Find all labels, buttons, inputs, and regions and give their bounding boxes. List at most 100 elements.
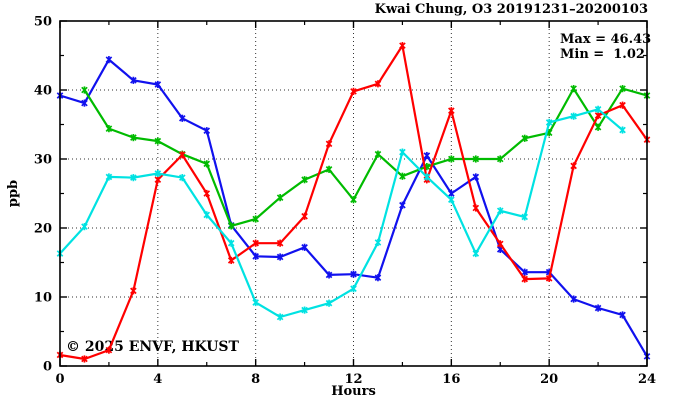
series-green-marker-h22: [594, 123, 602, 131]
series-blue-marker-h2: [105, 56, 113, 64]
series-red-marker-h3: [130, 287, 137, 295]
series-red-marker-h5: [178, 151, 186, 159]
gridlines: [60, 21, 647, 366]
series-cyan-marker-h18: [496, 207, 504, 215]
y-tick-label-30: 30: [34, 153, 52, 168]
series-cyan-marker-h21: [570, 112, 577, 120]
series-cyan-marker-h2: [105, 173, 113, 181]
series-red-marker-h16: [448, 107, 455, 115]
series-red-marker-h13: [374, 80, 382, 88]
series-cyan-marker-h8: [252, 298, 259, 307]
series-cyan-marker-h20: [545, 118, 553, 127]
series-blue-marker-h10: [301, 243, 308, 251]
series-cyan-marker-h10: [301, 306, 308, 314]
series-green-marker-h2: [105, 125, 113, 133]
series-red-marker-h18: [496, 240, 504, 248]
series-green-marker-h9: [276, 194, 284, 202]
series-red-marker-h10: [301, 212, 308, 220]
watermark-text: © 2025 ENVF, HKUST: [66, 339, 240, 355]
series-red-marker-h23: [619, 101, 626, 109]
series-cyan-marker-h23: [619, 126, 626, 134]
series-red-marker-h17: [472, 204, 480, 212]
series-cyan-line: [59, 108, 624, 319]
series-red-marker-h21: [570, 162, 577, 170]
series-cyan-marker-h6: [203, 211, 211, 219]
series-green-marker-h6: [203, 160, 211, 168]
series-blue-marker-h15: [423, 151, 431, 160]
series-green-marker-h11: [325, 165, 333, 173]
series-green-marker-h7: [227, 222, 235, 230]
series-red-marker-h11: [325, 140, 333, 148]
x-tick-label-8: 8: [251, 372, 260, 387]
y-tick-label-10: 10: [34, 291, 52, 306]
y-tick-label-40: 40: [34, 84, 52, 99]
chart-title: Kwai Chung, O3 20191231–20200103: [375, 2, 648, 17]
series-blue-marker-h14: [399, 201, 406, 209]
series-cyan-marker-h7: [227, 239, 235, 247]
series-green-marker-h21: [570, 85, 577, 93]
series-green-marker-h4: [154, 137, 162, 145]
series-blue-marker-h6: [203, 127, 211, 135]
series-green-marker-h13: [374, 150, 382, 158]
min-annotation: Min = 1.02: [560, 47, 645, 62]
x-tick-label-16: 16: [442, 372, 460, 387]
series-blue-marker-h11: [325, 271, 333, 279]
series-red-marker-h12: [350, 87, 357, 95]
series-red-marker-h6: [203, 189, 211, 198]
series-red-marker-h19: [521, 275, 529, 283]
series-green-marker-h18: [496, 155, 504, 163]
series-blue-marker-h3: [130, 76, 137, 84]
series-green-marker-h3: [130, 134, 137, 142]
series-cyan-marker-h19: [521, 213, 529, 221]
series-cyan-marker-h9: [276, 313, 284, 321]
series-blue-marker-h19: [521, 268, 529, 276]
x-tick-label-24: 24: [638, 372, 656, 387]
series-cyan-marker-h12: [350, 285, 357, 293]
x-axis-label: Hours: [331, 384, 376, 399]
series-blue-line: [59, 57, 648, 357]
series-red-marker-h9: [276, 239, 284, 247]
series-cyan-marker-h16: [448, 196, 455, 204]
data-series: [56, 42, 651, 363]
series-blue-marker-h12: [350, 270, 357, 278]
tick-labels: 0 10 20 30 40 50 0 4 8 12 16 20 24: [34, 15, 656, 388]
series-blue-marker-h5: [178, 114, 186, 122]
series-green-marker-h17: [472, 155, 480, 163]
series-blue-marker-h16: [448, 189, 455, 198]
x-tick-label-20: 20: [540, 372, 558, 387]
series-green-line: [83, 86, 648, 228]
series-green-marker-h16: [448, 155, 455, 163]
series-red-marker-h20: [545, 274, 553, 282]
series-cyan-marker-h22: [594, 105, 602, 113]
x-tick-label-4: 4: [153, 372, 162, 387]
series-red-marker-h2: [105, 346, 113, 354]
series-green-marker-h14: [399, 172, 406, 180]
series-red-marker-h8: [252, 239, 259, 247]
series-cyan-marker-h11: [325, 299, 333, 307]
series-cyan-marker-h15: [423, 173, 431, 181]
y-tick-label-50: 50: [34, 15, 52, 30]
series-blue-marker-h9: [276, 253, 284, 261]
series-green-marker-h1: [81, 86, 88, 94]
series-green-marker-h8: [252, 215, 259, 223]
max-annotation: Max = 46.43: [560, 32, 651, 47]
series-cyan-marker-h3: [130, 174, 137, 182]
series-green-marker-h10: [301, 176, 308, 184]
series-red-marker-h4: [154, 176, 162, 184]
y-tick-label-0: 0: [43, 360, 52, 375]
series-cyan-marker-h14: [399, 148, 406, 156]
series-green-marker-h23: [619, 85, 626, 93]
series-green-marker-h19: [521, 134, 529, 142]
series-red-marker-h22: [594, 111, 602, 120]
x-tick-label-0: 0: [55, 372, 64, 387]
series-cyan-marker-h1: [81, 223, 88, 231]
y-axis-label: ppb: [6, 180, 21, 207]
series-blue-marker-h8: [252, 252, 259, 260]
series-blue-marker-h21: [570, 295, 577, 303]
series-cyan: [56, 105, 626, 321]
series-blue-marker-h13: [374, 274, 382, 282]
series-blue-marker-h22: [594, 304, 602, 312]
y-tick-label-20: 20: [34, 222, 52, 237]
